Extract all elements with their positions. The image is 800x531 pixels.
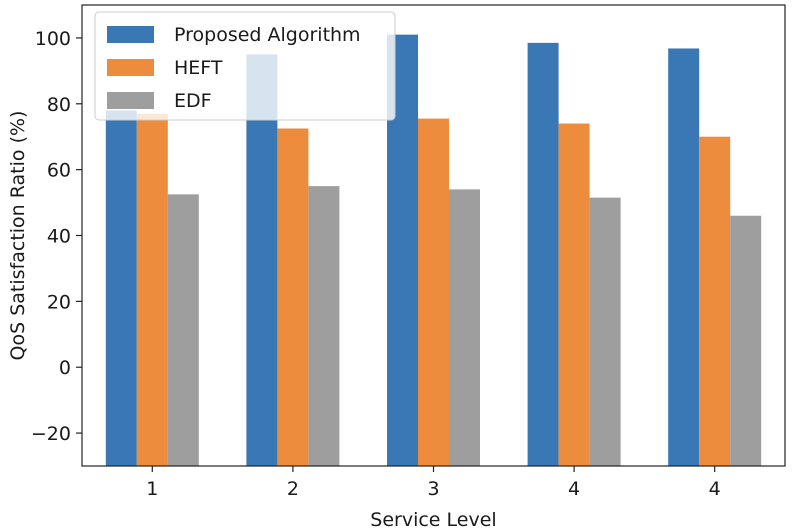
x-axis: 1 2 3 4 4 [146,466,721,500]
y-tick-label: 0 [59,357,71,379]
y-axis-label: QoS Satisfaction Ratio (%) [7,111,29,361]
y-tick-label: −20 [31,423,71,445]
bar-heft-5 [699,136,731,466]
bar-proposed-algorithm-5 [668,48,700,467]
x-axis-label: Service Level [370,509,496,531]
y-tick-label: 40 [47,226,71,248]
bar-edf-5 [730,215,762,466]
x-tick-label: 2 [287,478,299,500]
y-tick-label: 80 [47,94,71,116]
legend-label: EDF [174,90,212,112]
y-tick-label: 100 [35,28,71,50]
bars-layer [105,34,762,467]
bar-edf-4 [589,197,621,466]
legend-swatch [107,26,154,43]
y-tick-label: 60 [47,160,71,182]
bar-proposed-algorithm-4 [527,42,559,466]
bar-heft-2 [277,128,309,466]
y-tick-label: 20 [47,291,71,313]
x-tick-label: 4 [709,478,721,500]
bar-heft-1 [136,113,168,467]
x-tick-label: 4 [568,478,580,500]
legend-swatch [107,59,154,76]
y-axis: −20 0 20 40 60 80 100 [31,28,82,445]
bar-edf-2 [308,186,340,466]
legend: Proposed Algorithm HEFT EDF [94,11,396,121]
legend-box [94,11,396,121]
bar-proposed-algorithm-2 [246,54,278,467]
bar-heft-3 [418,118,449,466]
legend-label: HEFT [174,57,223,79]
bar-edf-3 [449,189,480,466]
bar-edf-1 [167,194,199,466]
bar-heft-4 [558,123,590,467]
legend-swatch [107,92,154,109]
legend-label: Proposed Algorithm [174,24,361,46]
x-tick-label: 3 [427,478,439,500]
bar-proposed-algorithm-1 [105,110,137,466]
x-tick-label: 1 [146,478,158,500]
